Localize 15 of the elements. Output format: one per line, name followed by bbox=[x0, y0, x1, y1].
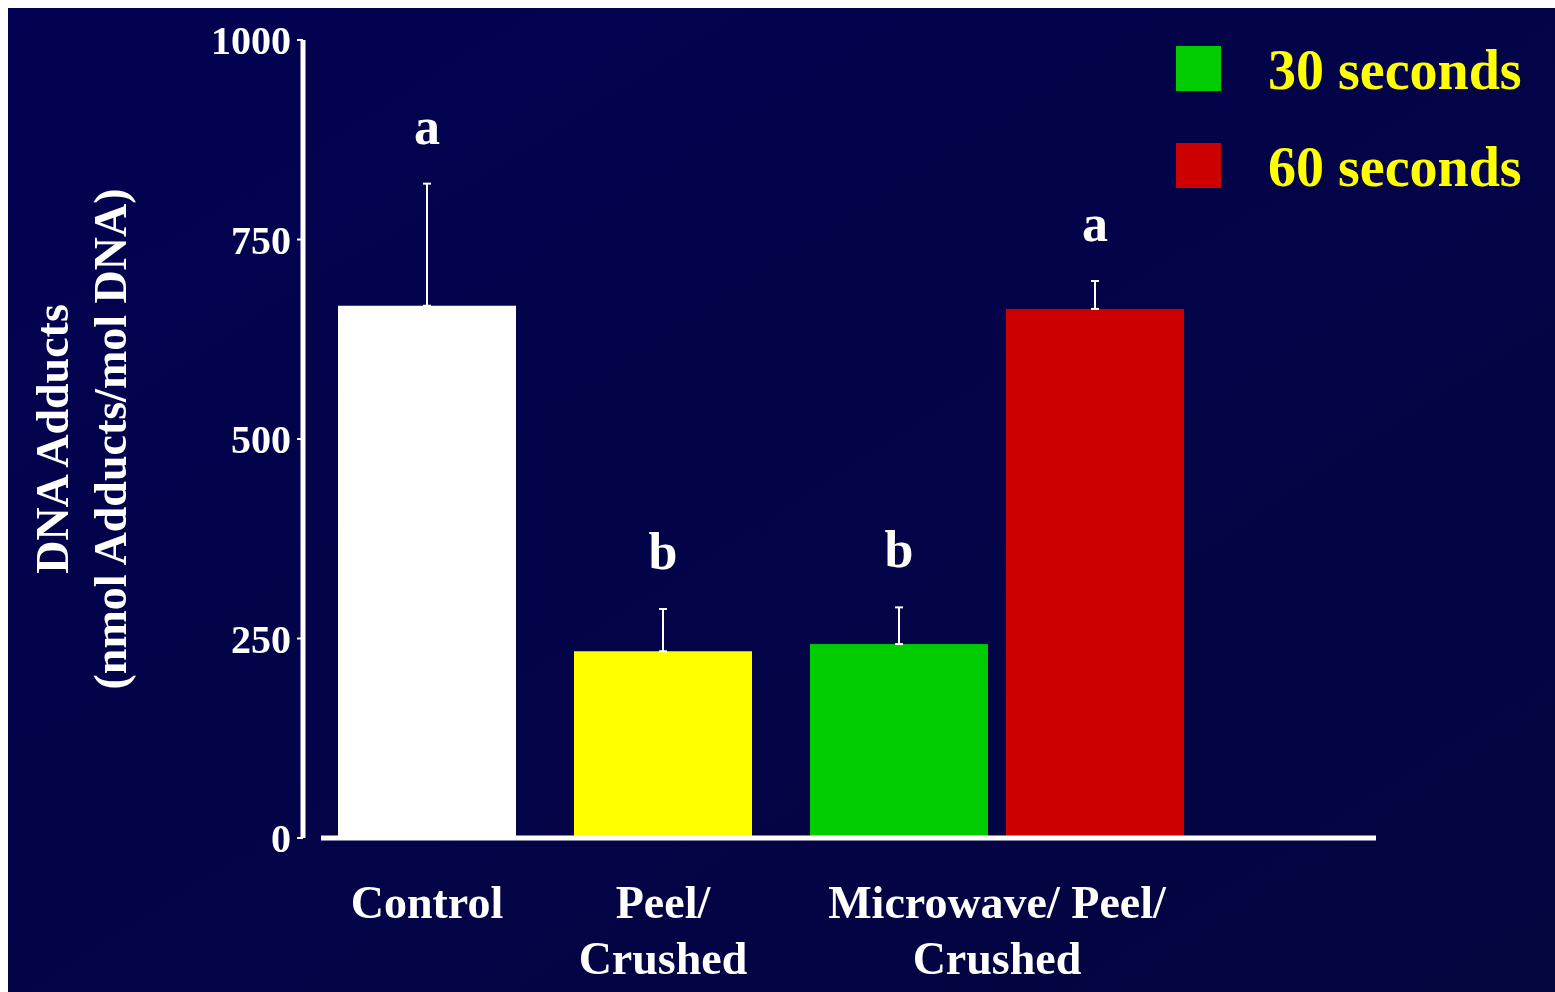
y-axis-title: DNA Adducts (nmol Adducts/mol DNA) bbox=[27, 188, 136, 690]
y-tick-label: 500 bbox=[231, 417, 291, 462]
x-tick-label: Peel/ Crushed bbox=[578, 877, 748, 984]
annotation: a bbox=[1082, 195, 1108, 252]
legend-label: 60 seconds bbox=[1268, 135, 1522, 198]
y-tick-label: 1000 bbox=[211, 18, 291, 63]
x-tick-label: Microwave/ Peel/ Crushed bbox=[828, 877, 1168, 984]
x-tick-label: Control bbox=[350, 877, 504, 928]
legend-label: 30 seconds bbox=[1268, 38, 1522, 101]
annotation: a bbox=[414, 97, 440, 155]
y-tick-label: 0 bbox=[271, 816, 291, 861]
annotation: b bbox=[884, 521, 914, 579]
annotation: b bbox=[648, 522, 678, 580]
y-tick-label: 750 bbox=[231, 217, 291, 263]
y-tick-label: 250 bbox=[231, 616, 291, 662]
